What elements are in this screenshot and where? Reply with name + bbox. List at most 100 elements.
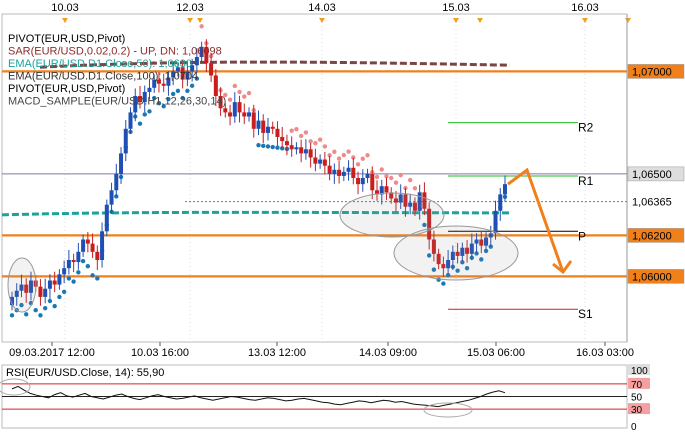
candle-body[interactable] xyxy=(76,251,81,263)
candle-body[interactable] xyxy=(137,96,142,103)
candle-body[interactable] xyxy=(161,83,166,86)
candle-body[interactable] xyxy=(28,280,33,293)
candle-body[interactable] xyxy=(38,286,43,297)
candle-body[interactable] xyxy=(133,96,138,113)
candle-body[interactable] xyxy=(332,169,337,174)
candle-body[interactable] xyxy=(109,190,114,205)
candle-body[interactable] xyxy=(204,46,209,64)
candle-body[interactable] xyxy=(318,159,323,164)
candle-body[interactable] xyxy=(175,67,180,72)
candle-body[interactable] xyxy=(427,208,432,240)
candle-body[interactable] xyxy=(10,296,14,306)
candle-body[interactable] xyxy=(66,260,71,269)
candle-body[interactable] xyxy=(47,280,52,289)
candle-body[interactable] xyxy=(156,79,161,84)
candle-body[interactable] xyxy=(408,202,413,207)
candle-body[interactable] xyxy=(199,46,204,58)
candle-body[interactable] xyxy=(370,173,375,191)
candle-body[interactable] xyxy=(190,65,195,72)
candle-body[interactable] xyxy=(398,194,403,203)
candle-body[interactable] xyxy=(284,141,289,146)
candle-body[interactable] xyxy=(488,233,493,238)
candle-body[interactable] xyxy=(147,87,152,92)
candle-body[interactable] xyxy=(180,67,185,80)
candle-body[interactable] xyxy=(313,157,318,164)
candle-body[interactable] xyxy=(119,153,124,174)
candle-body[interactable] xyxy=(412,202,417,211)
candle-body[interactable] xyxy=(223,108,228,113)
candle-body[interactable] xyxy=(194,57,199,66)
candle-body[interactable] xyxy=(104,204,109,232)
candle-body[interactable] xyxy=(303,149,308,154)
candle-body[interactable] xyxy=(431,239,436,254)
candle-body[interactable] xyxy=(455,251,460,256)
candle-body[interactable] xyxy=(19,284,24,291)
candle-body[interactable] xyxy=(142,91,147,103)
candle-body[interactable] xyxy=(270,126,275,129)
candle-body[interactable] xyxy=(503,184,507,195)
candle-body[interactable] xyxy=(24,284,29,293)
candle-body[interactable] xyxy=(171,71,176,78)
candle-body[interactable] xyxy=(436,253,441,265)
candle-body[interactable] xyxy=(62,268,67,275)
candle-body[interactable] xyxy=(375,190,380,195)
candle-body[interactable] xyxy=(337,169,342,176)
candle-body[interactable] xyxy=(384,186,389,193)
candle-body[interactable] xyxy=(81,239,86,252)
candle-body[interactable] xyxy=(261,120,266,133)
candle-body[interactable] xyxy=(346,167,351,172)
candle-body[interactable] xyxy=(237,102,242,113)
candle-body[interactable] xyxy=(90,243,95,252)
candle-body[interactable] xyxy=(389,192,394,199)
candle-body[interactable] xyxy=(417,192,422,211)
candle-body[interactable] xyxy=(43,288,48,297)
candle-body[interactable] xyxy=(289,145,294,150)
candle-body[interactable] xyxy=(128,112,133,129)
candle-body[interactable] xyxy=(365,173,370,178)
candle-body[interactable] xyxy=(469,243,474,254)
candle-body[interactable] xyxy=(256,120,261,129)
candle-body[interactable] xyxy=(341,171,346,176)
candle-body[interactable] xyxy=(123,128,128,154)
candle-body[interactable] xyxy=(441,264,446,269)
candle-body[interactable] xyxy=(465,247,470,254)
candle-body[interactable] xyxy=(450,251,455,260)
candles-layer[interactable] xyxy=(10,39,507,311)
candle-body[interactable] xyxy=(474,239,479,244)
candle-body[interactable] xyxy=(242,112,247,117)
candle-body[interactable] xyxy=(185,71,190,80)
candle-body[interactable] xyxy=(166,77,171,86)
candle-body[interactable] xyxy=(228,112,233,117)
candle-body[interactable] xyxy=(403,194,408,207)
candle-body[interactable] xyxy=(322,159,327,166)
candle-body[interactable] xyxy=(85,239,90,244)
candle-body[interactable] xyxy=(265,126,270,133)
candle-body[interactable] xyxy=(446,260,451,269)
candle-body[interactable] xyxy=(100,231,105,260)
candle-body[interactable] xyxy=(213,75,218,97)
candle-body[interactable] xyxy=(379,186,384,195)
candle-body[interactable] xyxy=(247,112,252,117)
candle-body[interactable] xyxy=(52,280,57,285)
candle-body[interactable] xyxy=(71,260,76,263)
candle-body[interactable] xyxy=(422,192,427,209)
candle-body[interactable] xyxy=(460,247,465,256)
candle-body[interactable] xyxy=(479,239,484,246)
candle-body[interactable] xyxy=(360,178,365,185)
candle-body[interactable] xyxy=(95,251,100,260)
candle-body[interactable] xyxy=(393,198,398,203)
candle-body[interactable] xyxy=(484,237,489,246)
candle-body[interactable] xyxy=(14,290,19,297)
candle-body[interactable] xyxy=(251,112,256,129)
candle-body[interactable] xyxy=(351,167,356,178)
candle-body[interactable] xyxy=(209,63,214,76)
candle-body[interactable] xyxy=(114,173,119,191)
candle-body[interactable] xyxy=(327,165,332,174)
candle-body[interactable] xyxy=(356,178,361,185)
candle-body[interactable] xyxy=(299,147,304,154)
candle-body[interactable] xyxy=(308,149,313,158)
candle-body[interactable] xyxy=(493,210,498,234)
candle-body[interactable] xyxy=(218,96,223,109)
